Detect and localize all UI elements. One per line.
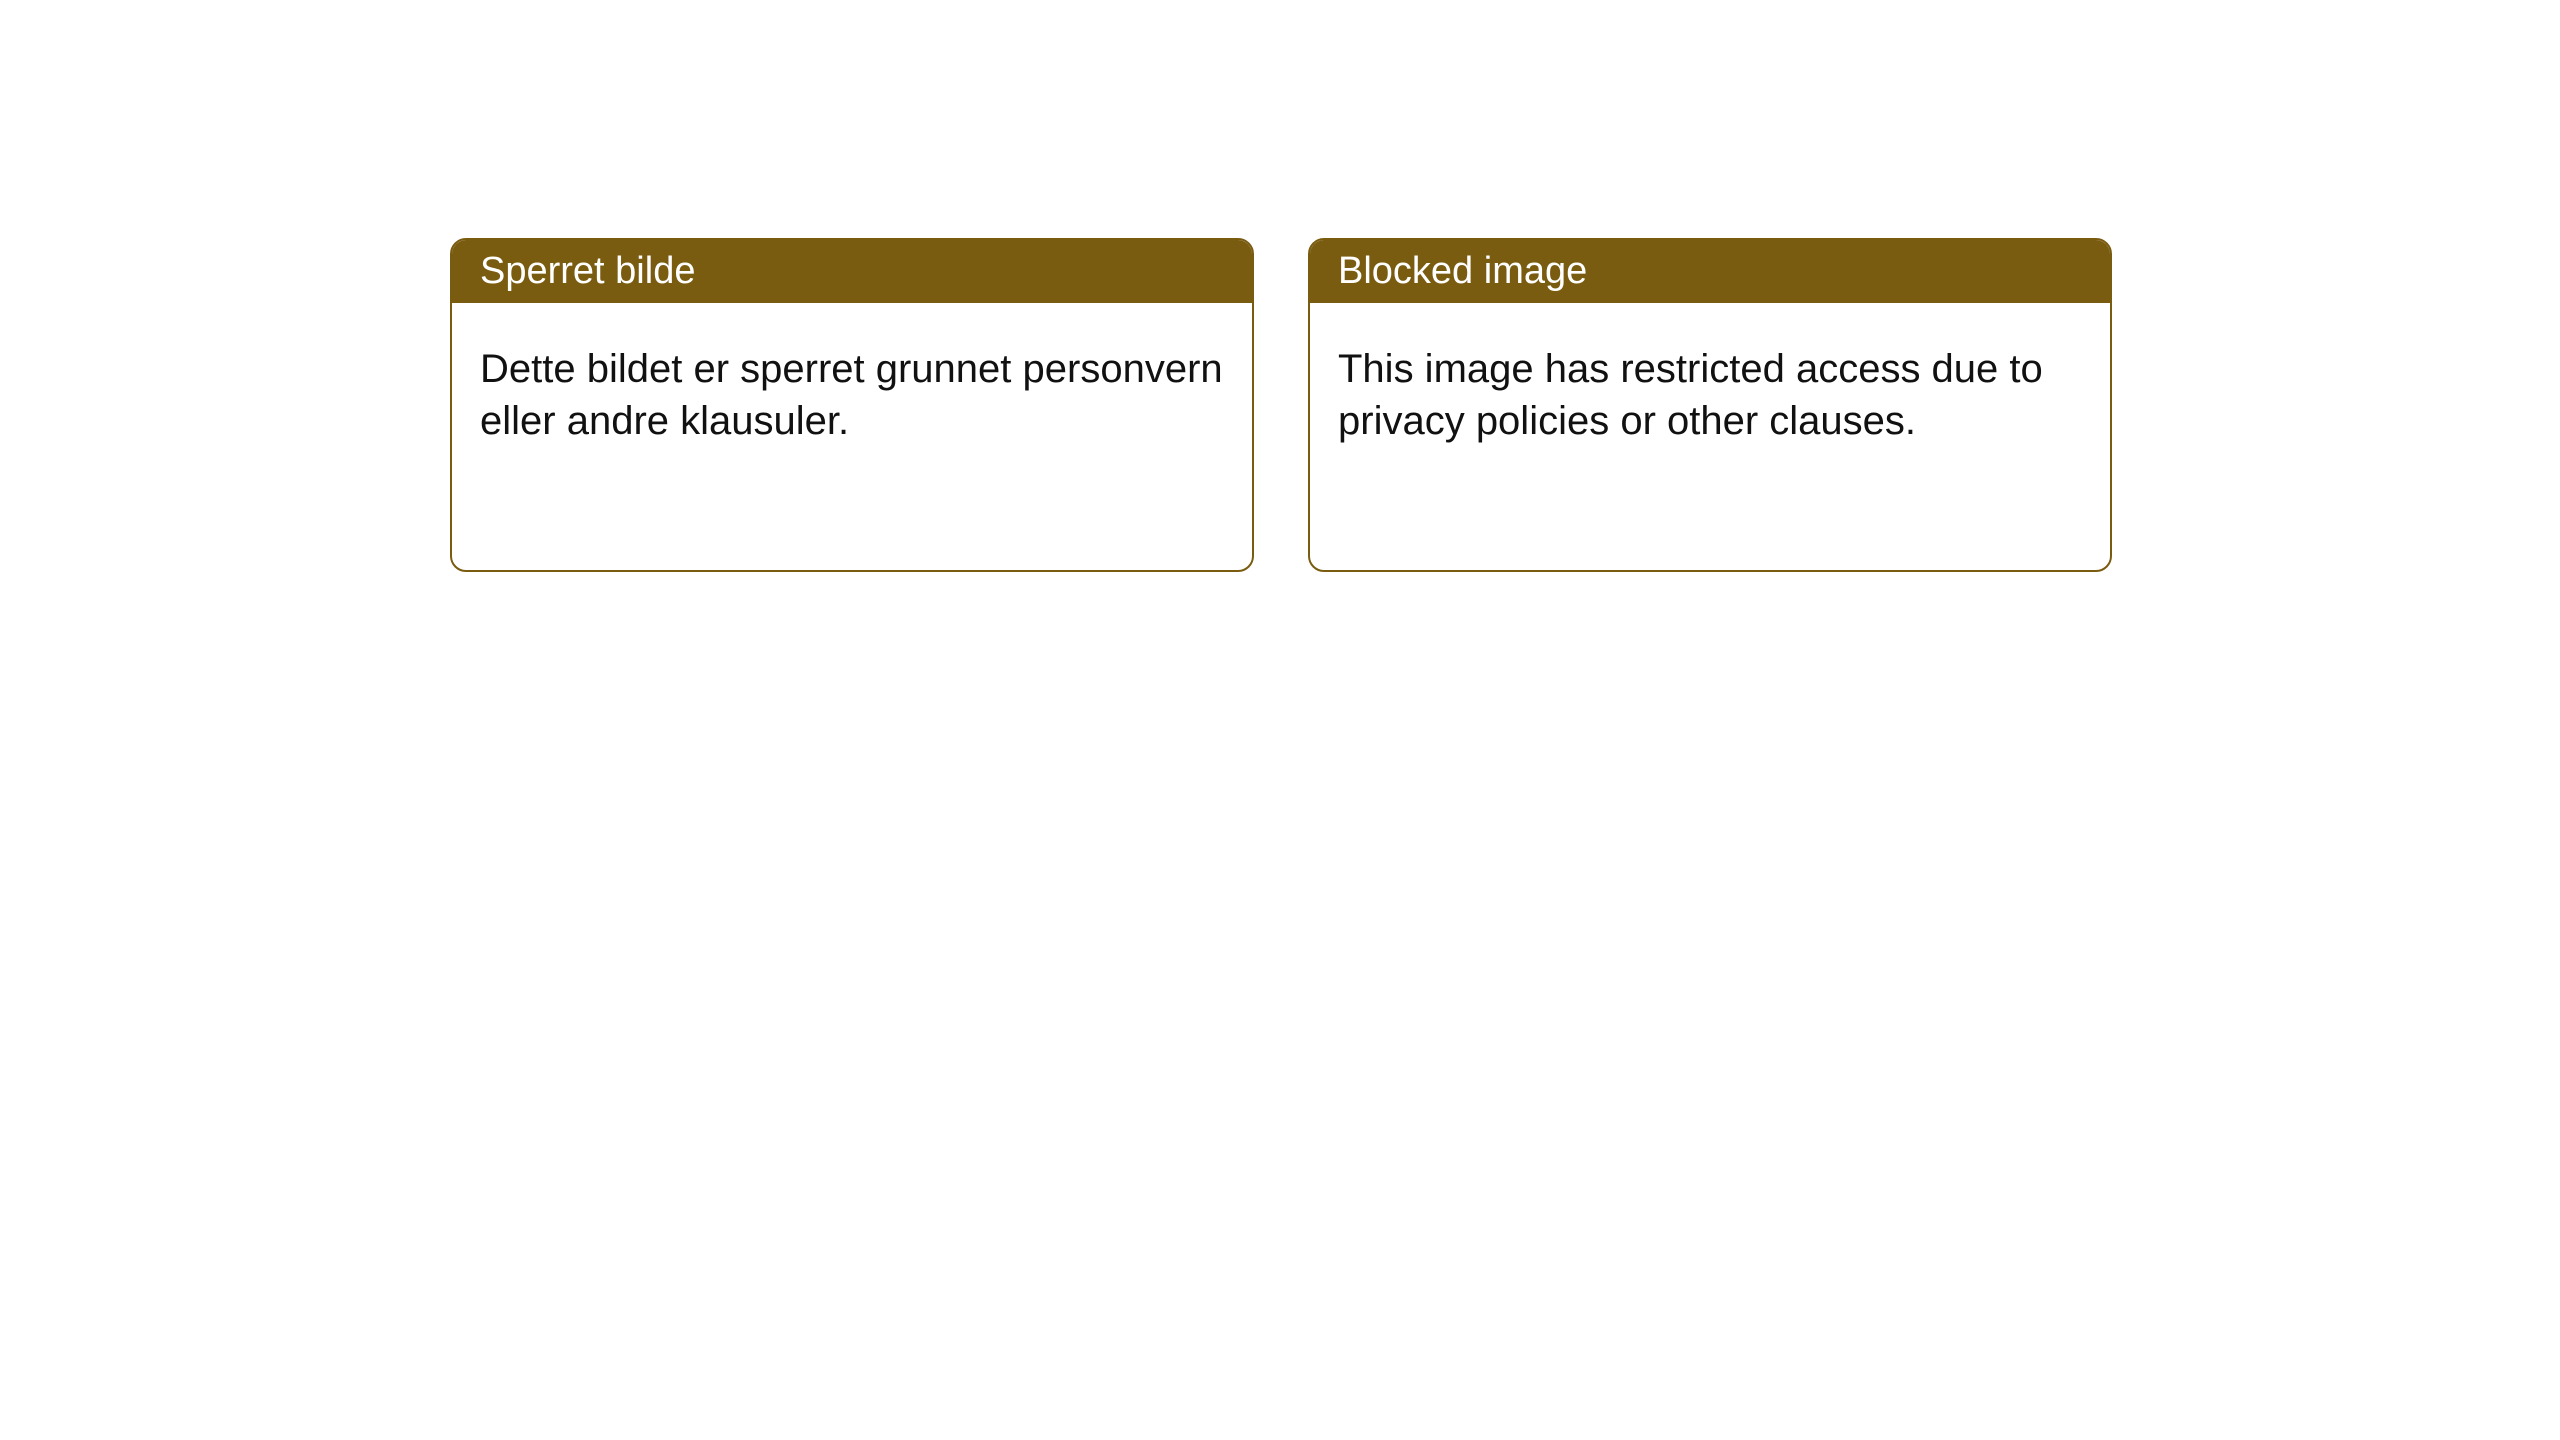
card-title-no: Sperret bilde [480,250,695,292]
blocked-image-card-en: Blocked image This image has restricted … [1308,238,2112,572]
cards-container: Sperret bilde Dette bildet er sperret gr… [0,0,2560,572]
card-title-en: Blocked image [1338,250,1587,292]
blocked-image-card-no: Sperret bilde Dette bildet er sperret gr… [450,238,1254,572]
card-body-no: Dette bildet er sperret grunnet personve… [452,303,1252,487]
card-body-text-no: Dette bildet er sperret grunnet personve… [480,347,1223,443]
card-body-en: This image has restricted access due to … [1310,303,2110,487]
card-header-no: Sperret bilde [452,240,1252,303]
card-header-en: Blocked image [1310,240,2110,303]
card-body-text-en: This image has restricted access due to … [1338,347,2043,443]
